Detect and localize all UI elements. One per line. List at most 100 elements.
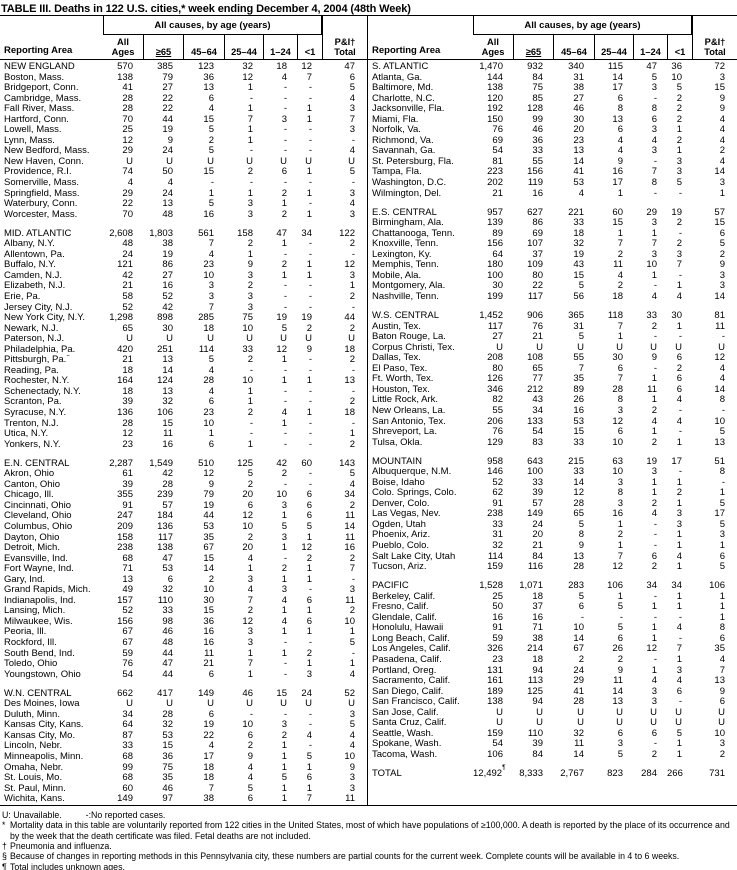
value-cell: 76 [122, 658, 133, 670]
value-cell: 31 [492, 529, 503, 541]
value-cell: 53 [162, 729, 173, 741]
value-cell: 3 [719, 280, 725, 292]
value-cell: 24 [122, 248, 133, 260]
value-cell: 28 [612, 383, 623, 395]
area-cell: Spokane, Wash. [372, 739, 442, 750]
table-row: Little Rock, Ark. 82 43 26 8 1 4 8 [368, 395, 737, 406]
value-cell: 1 [247, 647, 253, 659]
value-cell: 4 [719, 362, 725, 374]
value-cell: 15 [162, 417, 173, 429]
value-cell: 731 [709, 767, 725, 779]
value-cell: 14 [573, 748, 584, 760]
value-cell: 1 [247, 396, 253, 408]
value-cell: 2 [651, 561, 657, 573]
value-cell: 17 [671, 455, 682, 467]
value-cell: 164 [117, 375, 133, 387]
value-cell: 5 [578, 331, 584, 343]
value-cell: 7 [247, 594, 253, 606]
table-row: Baton Rouge, La. 27 21 5 1 - - - [368, 332, 737, 343]
table-row: Honolulu, Hawaii 91 71 10 5 1 4 8 [368, 623, 737, 634]
value-cell: 8 [719, 466, 725, 478]
value-cell: 156 [527, 166, 543, 178]
value-cell: 5 [247, 782, 253, 794]
value-cell: - [283, 145, 287, 157]
value-cell: 25 [492, 590, 503, 602]
table-row: Memphis, Tenn. 180 109 43 11 10 7 9 [368, 260, 737, 271]
value-cell: 64 [492, 248, 503, 260]
value-cell: 4 [349, 729, 355, 741]
table-row: Schenectady, N.Y. 18 13 4 1 - - - [0, 385, 367, 398]
value-cell: 326 [487, 643, 503, 655]
value-cell: 2 [349, 354, 355, 366]
area-cell: Charlotte, N.C. [372, 93, 435, 104]
area-cell: W.N. CENTRAL [4, 688, 72, 699]
value-cell: 42 [162, 468, 173, 480]
value-cell: 2 [208, 134, 214, 146]
value-cell: 41 [122, 82, 133, 94]
value-cell: 1 [676, 497, 682, 509]
value-cell: 33 [532, 476, 543, 488]
value-cell: 932 [527, 61, 543, 72]
value-cell: - [678, 611, 682, 623]
table-row: Lexington, Ky. 64 37 19 2 3 3 2 [368, 248, 737, 261]
value-cell: - [653, 611, 657, 623]
value-cell: 43 [532, 394, 543, 406]
value-cell: 2 [349, 290, 355, 302]
value-cell: 144 [487, 71, 503, 83]
value-cell: 2 [349, 499, 355, 511]
value-cell: 17 [714, 508, 725, 520]
table-row: South Bend, Ind. 59 44 11 1 1 2- [0, 647, 367, 660]
area-cell: Pasadena, Calif. [372, 654, 442, 665]
area-cell: Omaha, Nebr. [4, 762, 64, 773]
value-cell: 18 [532, 653, 543, 665]
value-cell: 1,452 [479, 310, 503, 322]
value-cell: 4 [676, 415, 682, 427]
value-cell: 116 [527, 561, 543, 573]
value-cell: 251 [157, 343, 173, 355]
footnote-line: * Mortality data in this table are volun… [2, 820, 735, 841]
value-cell: - [653, 540, 657, 552]
value-cell: 30 [203, 594, 214, 606]
value-cell: 100 [527, 466, 543, 478]
value-cell: 9 [719, 92, 725, 104]
area-cell: New Orleans, La. [372, 405, 446, 416]
value-cell: 24 [301, 687, 312, 699]
value-cell: U [616, 341, 623, 353]
value-cell: 6 [208, 92, 214, 104]
value-cell: 10 [203, 269, 214, 281]
area-cell: Pueblo, Colo. [372, 541, 430, 552]
value-cell: 12 [122, 428, 133, 440]
value-cell: 3 [651, 685, 657, 697]
value-cell: 1 [208, 428, 214, 440]
table-row: Lynn, Mass. 12 9 2 1 - - - [0, 134, 367, 147]
value-cell: U [675, 717, 682, 729]
value-cell: 22 [532, 280, 543, 292]
value-cell: 1 [281, 782, 287, 794]
col-header-1-24: 1–24 [633, 35, 667, 59]
value-cell: 823 [607, 767, 623, 779]
value-cell: 94 [532, 696, 543, 708]
area-cell: Buffalo, N.Y. [4, 260, 56, 271]
area-cell: Birmingham, Ala. [372, 218, 444, 229]
value-cell: - [351, 134, 355, 146]
area-cell: Indianapolis, Ind. [4, 595, 76, 606]
value-cell: 23 [203, 407, 214, 418]
area-cell: Colo. Springs, Colo. [372, 488, 457, 499]
value-cell: 3 [617, 497, 623, 509]
value-cell: 52 [492, 476, 503, 488]
value-cell: 47 [276, 227, 287, 239]
value-cell: 11 [345, 594, 355, 606]
area-cell: Knoxville, Tenn. [372, 239, 439, 250]
value-cell: 2 [247, 407, 253, 418]
value-cell: 4 [208, 385, 214, 397]
value-cell: 1 [651, 476, 657, 488]
value-cell: 7 [578, 362, 584, 374]
value-cell: 1 [651, 227, 657, 239]
value-cell: U [675, 706, 682, 718]
value-cell: 19 [671, 206, 682, 218]
value-cell: 12 [242, 510, 253, 522]
area-cell: Norfolk, Va. [372, 125, 421, 136]
value-cell: 47 [344, 61, 355, 72]
area-cell: Washington, D.C. [372, 178, 447, 189]
value-cell: 3 [247, 290, 253, 302]
